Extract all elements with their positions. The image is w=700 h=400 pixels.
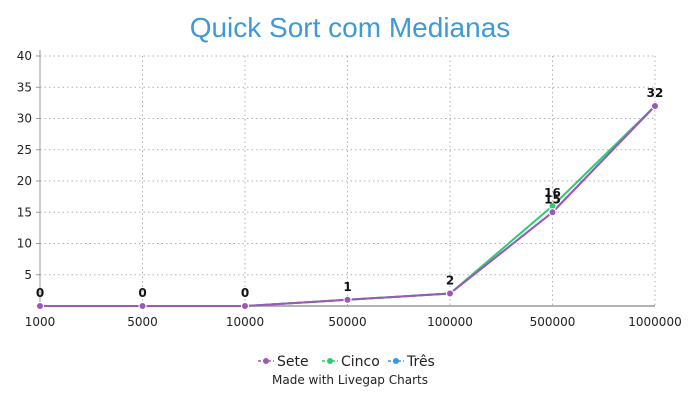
x-tick-label: 50000 — [328, 315, 366, 329]
y-tick-label: 10 — [17, 237, 32, 251]
data-label: 0 — [241, 286, 249, 300]
y-tick-label: 40 — [17, 49, 32, 63]
data-label: 1 — [343, 280, 351, 294]
data-label: 32 — [647, 86, 664, 100]
grid — [40, 55, 656, 306]
y-tick-label: 30 — [17, 112, 32, 126]
legend-label: Sete — [277, 354, 309, 370]
legend-label: Três — [406, 354, 435, 370]
chart-title: Quick Sort com Medianas — [190, 12, 511, 43]
y-tick-label: 35 — [17, 80, 32, 94]
legend-item-três[interactable]: Três — [388, 354, 435, 370]
x-axis-ticks: 1000 5000 10000 50000 100000 500000 1000000 — [25, 315, 682, 329]
data-point[interactable] — [241, 302, 249, 310]
legend-swatch-dot — [327, 358, 333, 364]
data-point[interactable] — [651, 102, 659, 110]
data-point[interactable] — [343, 295, 352, 304]
y-tick-label: 15 — [17, 205, 32, 219]
data-point[interactable] — [548, 208, 557, 217]
y-axis-ticks: 5 10 15 20 25 30 35 40 — [17, 49, 40, 282]
x-tick-label: 5000 — [127, 315, 158, 329]
data-label: 0 — [138, 286, 146, 300]
x-tick-label: 1000 — [25, 315, 56, 329]
legend-item-cinco[interactable]: Cinco — [322, 354, 380, 370]
x-tick-label: 500000 — [530, 315, 576, 329]
data-label: 0 — [36, 286, 44, 300]
data-label: 16 — [544, 186, 561, 200]
legend-swatch-dot — [393, 358, 399, 364]
data-label: 2 — [446, 274, 454, 288]
x-tick-label: 100000 — [427, 315, 473, 329]
data-label: 15 — [544, 192, 561, 206]
y-tick-label: 20 — [17, 174, 32, 188]
data-points — [36, 102, 659, 310]
legend-swatch-dot — [263, 358, 269, 364]
x-tick-label: 1000000 — [628, 315, 681, 329]
legend-label: Cinco — [341, 354, 380, 370]
x-tick-label: 10000 — [226, 315, 264, 329]
legend-item-sete[interactable]: Sete — [258, 354, 309, 370]
legend: Sete Cinco Três — [258, 354, 435, 370]
y-tick-label: 25 — [17, 143, 32, 157]
data-point[interactable] — [36, 302, 44, 310]
data-point[interactable] — [138, 302, 147, 310]
y-tick-label: 5 — [24, 268, 32, 282]
chart-credit: Made with Livegap Charts — [272, 373, 428, 387]
data-point[interactable] — [446, 289, 454, 298]
